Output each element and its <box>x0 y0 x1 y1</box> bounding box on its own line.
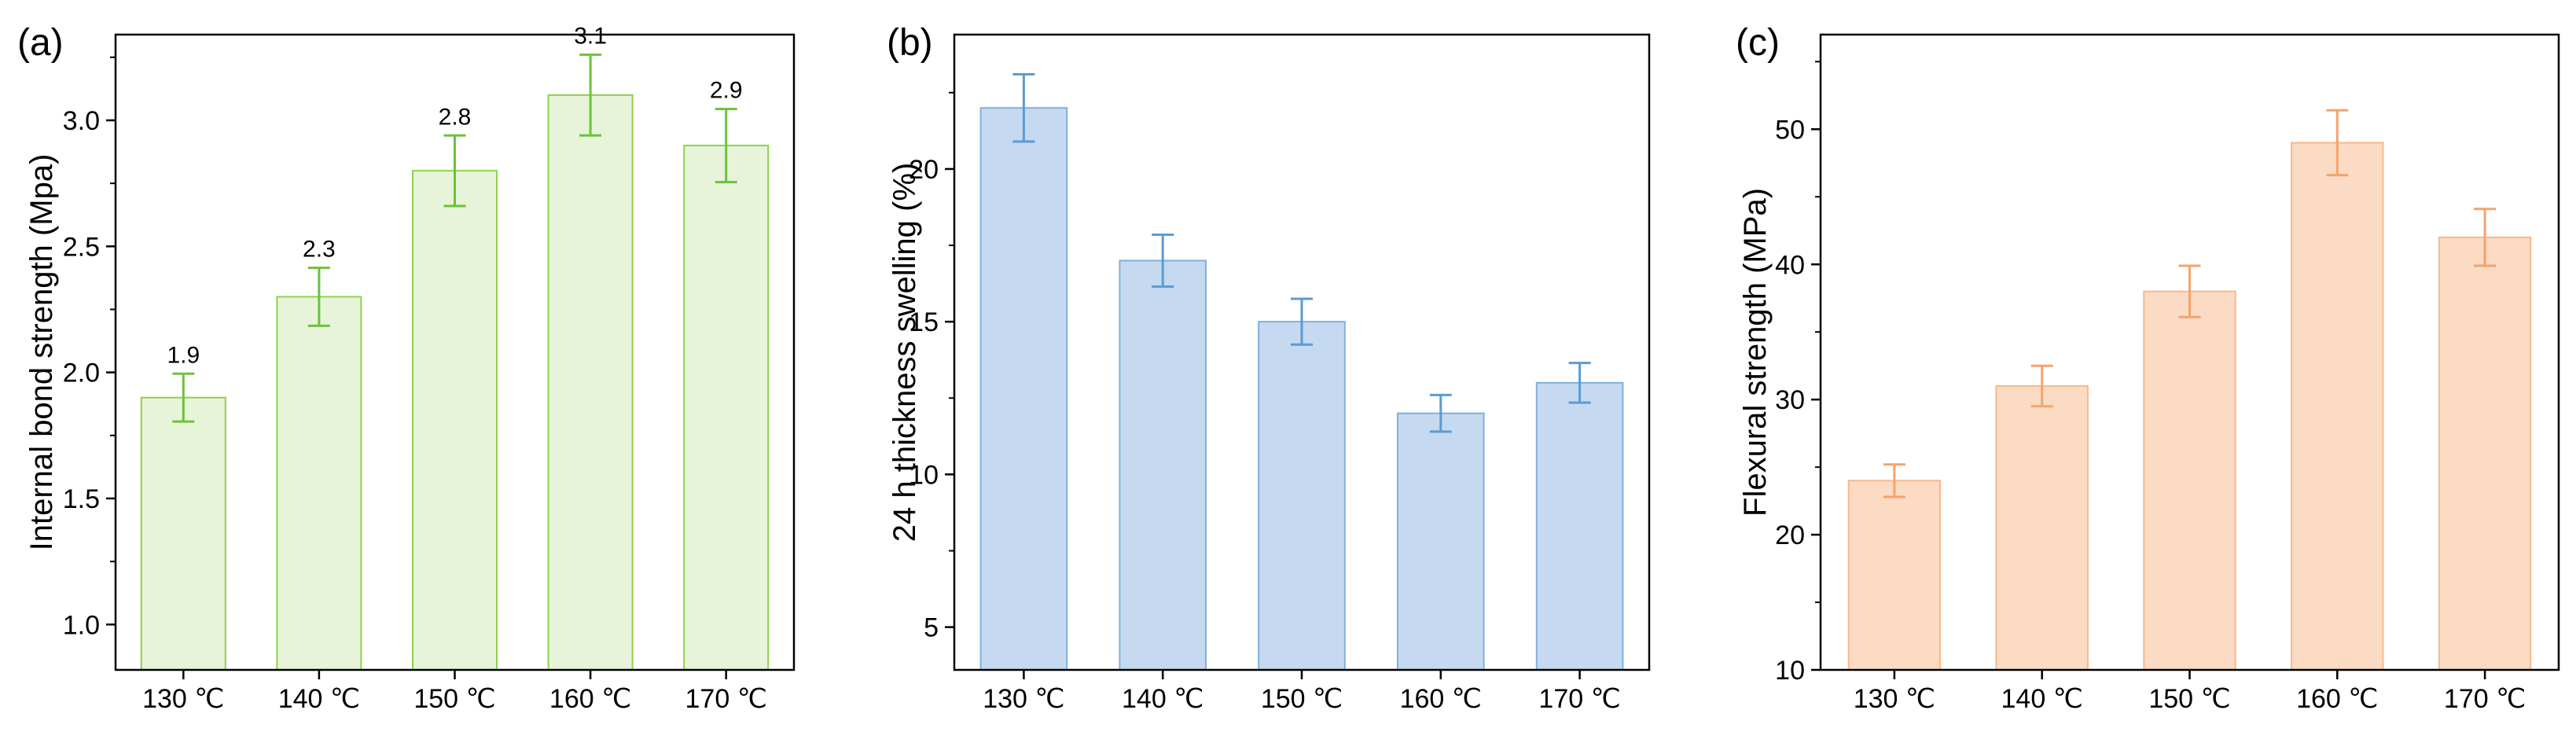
x-tick-label: 160 ℃ <box>549 684 631 714</box>
data-label: 2.9 <box>710 78 743 104</box>
x-tick-label: 140 ℃ <box>2001 684 2083 714</box>
bar <box>2438 236 2532 671</box>
x-tick-label: 130 ℃ <box>1854 684 1935 714</box>
y-tick-label: 15 <box>909 307 939 337</box>
y-tick-label: 10 <box>909 460 939 490</box>
panel-label: (b) <box>887 22 933 64</box>
y-tick-label: 40 <box>1775 250 1805 280</box>
bar <box>1847 480 1942 671</box>
y-tick-label: 10 <box>1775 656 1805 686</box>
x-tick-label: 140 ℃ <box>1122 684 1203 714</box>
y-tick-label: 20 <box>909 155 939 185</box>
bar <box>276 296 362 671</box>
x-tick-label: 130 ℃ <box>983 684 1064 714</box>
y-tick-label: 1.5 <box>63 484 100 514</box>
y-tick-label: 50 <box>1775 115 1805 145</box>
data-label: 3.1 <box>574 24 607 50</box>
y-tick-label: 2.5 <box>63 232 100 262</box>
y-tick-label: 5 <box>924 613 939 643</box>
axes-frame <box>1819 33 2560 671</box>
x-tick-label: 170 ℃ <box>685 684 767 714</box>
bar <box>1119 259 1207 671</box>
bar <box>1995 384 2089 671</box>
y-tick-label: 30 <box>1775 385 1805 415</box>
y-axis-label: 24 h thickness swelling (%) <box>887 163 922 542</box>
x-tick-label: 140 ℃ <box>278 684 360 714</box>
axes-frame <box>953 33 1651 671</box>
bar <box>683 145 770 671</box>
x-tick-label: 150 ℃ <box>413 684 495 714</box>
panel-3: (c) 130 ℃ 140 ℃ 150 ℃ 160 ℃ 170 ℃ 10 20 30 40 50 Fl… <box>1736 22 2560 714</box>
data-label: 2.8 <box>439 104 472 130</box>
x-tick-label: 160 ℃ <box>1400 684 1482 714</box>
x-tick-label: 150 ℃ <box>2148 684 2230 714</box>
bar <box>411 170 498 671</box>
axes-frame <box>114 33 796 671</box>
data-label: 2.3 <box>303 237 336 263</box>
bar <box>2291 142 2384 671</box>
data-label: 1.9 <box>167 342 200 368</box>
y-axis-label: Flexural strength (MPa) <box>1738 188 1773 517</box>
bar <box>1396 412 1485 671</box>
bar <box>547 94 634 671</box>
bar <box>1258 321 1346 671</box>
y-tick-label: 2.0 <box>63 359 100 388</box>
bar <box>2143 290 2236 671</box>
panel-label: (a) <box>17 22 64 64</box>
y-tick-label: 20 <box>1775 520 1805 550</box>
panel-label: (c) <box>1736 22 1780 64</box>
bar <box>979 107 1068 671</box>
bar <box>140 396 226 671</box>
x-tick-label: 130 ℃ <box>142 684 224 714</box>
y-tick-label: 3.0 <box>63 106 100 136</box>
x-tick-label: 170 ℃ <box>1538 684 1620 714</box>
bar <box>1535 381 1624 671</box>
panel-1: (a) 1.9 130 ℃ 2.3 140 ℃ 2.8 150 ℃ 3.1 160 ℃ 2.9 17… <box>17 22 796 714</box>
x-tick-label: 170 ℃ <box>2444 684 2526 714</box>
y-axis-label: Internal bond strength (Mpa) <box>24 154 59 551</box>
x-tick-label: 160 ℃ <box>2296 684 2378 714</box>
y-tick-label: 1.0 <box>63 610 100 640</box>
x-tick-label: 150 ℃ <box>1261 684 1343 714</box>
